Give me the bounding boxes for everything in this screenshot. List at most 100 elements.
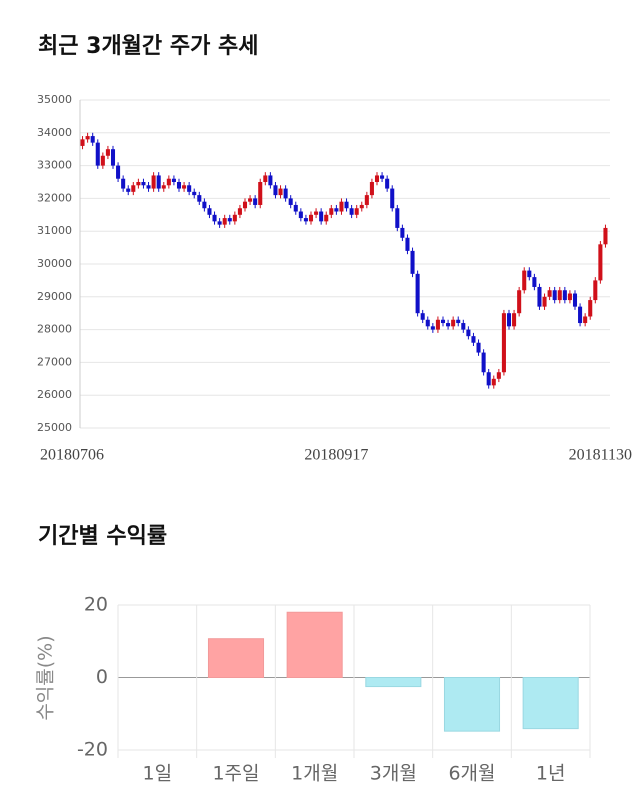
candle-body bbox=[420, 313, 425, 320]
candle-body bbox=[176, 182, 182, 189]
bar bbox=[207, 638, 265, 679]
y-tick-label: 29000 bbox=[37, 290, 72, 303]
candle-body bbox=[171, 178, 176, 182]
candle-body bbox=[486, 372, 491, 386]
y-tick-label: 26000 bbox=[37, 388, 72, 401]
candle-body bbox=[232, 214, 237, 222]
x-tick-label: 20180917 bbox=[304, 447, 368, 464]
candle-body bbox=[314, 211, 319, 215]
candle-body bbox=[105, 149, 110, 156]
candle-body bbox=[522, 270, 527, 291]
candle-body bbox=[268, 175, 273, 186]
candle-body bbox=[187, 185, 192, 192]
candle-body bbox=[542, 296, 547, 307]
candle-body bbox=[567, 293, 572, 301]
candle-body bbox=[303, 218, 308, 222]
candle-body bbox=[405, 237, 410, 251]
candle-body bbox=[253, 198, 258, 205]
candle-body bbox=[390, 188, 395, 209]
chart-title: 최근 3개월간 주가 추세 bbox=[38, 34, 258, 59]
candle-body bbox=[456, 319, 461, 324]
candle-body bbox=[283, 188, 288, 199]
y-tick-label: 33000 bbox=[37, 159, 72, 172]
candle-body bbox=[116, 165, 121, 179]
candle-body bbox=[207, 208, 212, 215]
candle-body bbox=[461, 323, 466, 330]
candle-body bbox=[95, 142, 100, 166]
candle-body bbox=[430, 326, 435, 330]
chart-title: 기간별 수익률 bbox=[38, 524, 167, 549]
candle-body bbox=[227, 218, 232, 222]
candle-body bbox=[466, 329, 471, 337]
x-tick-label: 1일 bbox=[143, 763, 173, 785]
y-tick-label: 30000 bbox=[37, 257, 72, 270]
candle-body bbox=[222, 218, 227, 225]
candle-body bbox=[344, 201, 349, 209]
candle-body bbox=[496, 372, 501, 379]
candle-body bbox=[248, 198, 253, 202]
candle-body bbox=[242, 201, 248, 209]
candle-body bbox=[369, 182, 374, 196]
candle-body bbox=[501, 313, 506, 373]
candle-body bbox=[146, 185, 151, 189]
candle-body bbox=[374, 175, 380, 182]
bar bbox=[365, 677, 422, 688]
x-tick-label: 3개월 bbox=[370, 763, 417, 785]
candle-body bbox=[278, 188, 283, 196]
candle-body bbox=[298, 211, 303, 219]
candle-body bbox=[85, 136, 90, 140]
x-tick-label: 20180706 bbox=[40, 447, 104, 464]
candle-body bbox=[562, 290, 567, 301]
candle-body bbox=[446, 323, 451, 327]
candle-body bbox=[263, 175, 268, 182]
candle-body bbox=[319, 211, 324, 222]
candle-body bbox=[156, 175, 161, 189]
candle-body bbox=[339, 201, 344, 212]
candle-body bbox=[80, 139, 85, 146]
y-tick-label: 0 bbox=[96, 666, 108, 688]
candle-body bbox=[217, 221, 222, 225]
candle-body bbox=[583, 316, 588, 324]
candle-body bbox=[517, 290, 522, 314]
x-tick-label: 1년 bbox=[536, 763, 566, 785]
candle-body bbox=[131, 185, 136, 192]
x-tick-label: 1주일 bbox=[212, 763, 259, 785]
candle-body bbox=[182, 185, 187, 189]
candle-body bbox=[126, 188, 131, 192]
candle-body bbox=[308, 214, 314, 222]
candle-body bbox=[547, 290, 552, 297]
candle-body bbox=[151, 175, 156, 189]
candle-body bbox=[506, 313, 512, 327]
bar bbox=[522, 677, 579, 730]
candle-body bbox=[161, 185, 166, 189]
candle-body bbox=[410, 250, 415, 274]
candle-body bbox=[593, 280, 598, 301]
candle-body bbox=[425, 319, 430, 327]
candle-body bbox=[359, 204, 364, 209]
candle-body bbox=[121, 178, 126, 189]
candle-body bbox=[273, 185, 278, 196]
candle-body bbox=[385, 178, 390, 189]
candle-body bbox=[364, 195, 369, 205]
candle-body bbox=[90, 136, 95, 143]
candle-body bbox=[110, 149, 116, 166]
candle-body bbox=[481, 352, 486, 373]
x-tick-label: 1개월 bbox=[291, 763, 338, 785]
candle-body bbox=[293, 204, 298, 212]
candle-body bbox=[603, 227, 608, 245]
candle-body bbox=[415, 273, 420, 314]
candle-body bbox=[334, 208, 339, 212]
candle-body bbox=[237, 208, 242, 215]
candle-body bbox=[588, 300, 593, 317]
candle-body bbox=[598, 244, 603, 281]
candle-body bbox=[136, 182, 141, 186]
candle-body bbox=[527, 270, 532, 278]
candle-body bbox=[572, 293, 578, 307]
candle-body bbox=[380, 175, 385, 179]
candle-body bbox=[578, 306, 583, 324]
candle-body bbox=[258, 182, 263, 205]
candle-body bbox=[288, 198, 293, 205]
candle-body bbox=[440, 319, 446, 324]
candle-body bbox=[552, 290, 557, 301]
